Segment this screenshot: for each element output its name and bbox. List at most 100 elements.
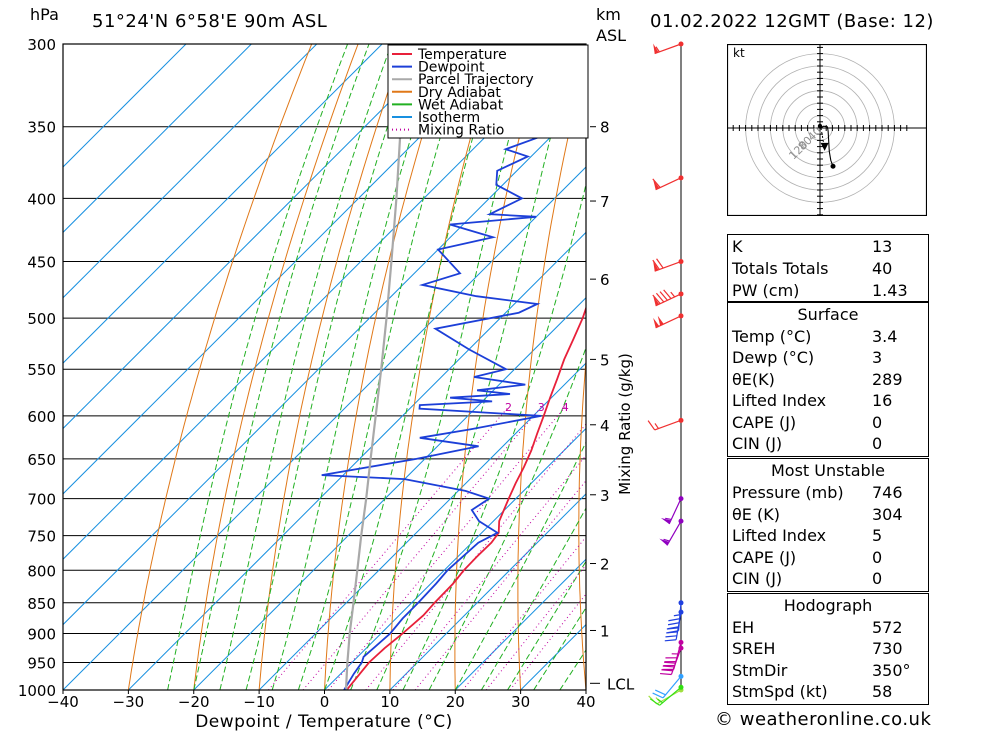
surface-row-dewp: Dewp (°C) 3 <box>732 348 883 367</box>
wind-barb <box>660 645 684 676</box>
hodograph-unit-label: kt <box>733 46 745 60</box>
wind-barb-half-feather <box>665 517 672 521</box>
wind-barb-half-feather <box>670 291 676 298</box>
surface-table: Surface Temp (°C) 3.4 Dewp (°C) 3 θE(K) 289… <box>727 302 929 457</box>
wind-barb-feather <box>647 420 656 431</box>
mu-row-thetae: θE (K) 304 <box>732 505 903 524</box>
dry-adiabat-line <box>389 44 498 690</box>
pressure-tick-label: 750 <box>27 528 56 546</box>
wind-barb-half-feather <box>663 538 670 542</box>
wind-barb-flag <box>653 295 660 306</box>
hodo-row-sreh: SREH 730 <box>732 639 903 658</box>
wind-barb-flag <box>653 179 660 190</box>
wind-barb <box>667 600 684 634</box>
dry-adiabat-line <box>324 44 452 690</box>
wind-barb-feather <box>667 626 680 630</box>
wind-barb-feather <box>652 692 664 699</box>
km-tick-label: 1 <box>600 622 610 640</box>
km-tick-label: 2 <box>600 556 610 574</box>
wind-barb-staff <box>673 642 682 670</box>
wind-barb-feather <box>665 635 677 638</box>
surface-row-cin: CIN (J) 0 <box>732 434 883 453</box>
pressure-tick-label: 400 <box>27 190 56 208</box>
isotherm-line <box>63 44 448 430</box>
wind-barb <box>652 175 684 191</box>
wet-adiabat-line <box>376 44 576 690</box>
dry-adiabat-line <box>695 44 729 690</box>
wet-adiabat-line <box>480 507 586 690</box>
mixing-ratio-label: 6 <box>597 401 604 414</box>
copyright-text[interactable]: © weatheronline.co.uk <box>715 709 932 730</box>
km-tick-label: 4 <box>600 417 610 435</box>
wind-barb-feather <box>654 689 666 696</box>
wet-adiabat-line <box>193 44 370 690</box>
dry-adiabat-line <box>193 44 359 690</box>
wet-adiabat-line <box>167 44 349 690</box>
mixing-ratio-line <box>328 406 566 690</box>
pressure-tick-label: 1000 <box>18 682 56 700</box>
mixing-ratio-label: 10 <box>640 401 654 414</box>
surface-title: Surface <box>797 305 859 324</box>
wind-barb <box>647 417 684 431</box>
index-row-pw: PW (cm) 1.43 <box>732 281 908 300</box>
x-tick-label: −40 <box>47 693 79 711</box>
wind-barb-flag <box>653 261 659 272</box>
pressure-tick-label: 600 <box>27 408 56 426</box>
hodograph-end-dot <box>830 163 836 169</box>
mu-row-cin: CIN (J) 0 <box>732 569 883 588</box>
legend-label: Mixing Ratio <box>418 123 504 139</box>
mixing-ratio-label: 4 <box>562 401 569 414</box>
wind-barb-feather <box>662 665 675 668</box>
isotherm-line <box>258 362 586 690</box>
plot-frame <box>62 43 587 691</box>
wet-adiabat-line <box>454 441 586 690</box>
wind-barb-staff <box>655 315 682 329</box>
surface-row-cape: CAPE (J) 0 <box>732 413 883 432</box>
pressure-tick-label: 650 <box>27 451 56 469</box>
pressure-tick-label: 800 <box>27 562 56 580</box>
hodo-row-stmdir: StmDir 350° <box>732 661 911 680</box>
wind-barb-staff <box>655 177 682 191</box>
isotherm-line <box>63 44 514 495</box>
pressure-tick-label: 550 <box>27 361 56 379</box>
surface-row-thetae: θE(K) 289 <box>732 370 903 389</box>
wind-barb <box>653 313 684 329</box>
wind-barb-flag <box>657 315 664 326</box>
wind-barb-staff <box>662 676 682 699</box>
x-tick-label: 30 <box>511 693 530 711</box>
isotherm-line <box>63 44 318 299</box>
pressure-tick-label: 950 <box>27 654 56 672</box>
wind-barb-feather <box>664 661 676 664</box>
isotherm-line <box>389 493 586 690</box>
wet-adiabat-line <box>297 44 470 690</box>
mu-row-li: Lifted Index 5 <box>732 526 883 545</box>
hodograph-start-dot <box>817 123 823 129</box>
wind-barb <box>659 518 684 546</box>
wet-adiabat-line <box>219 44 392 690</box>
km-tick-label: 7 <box>600 193 610 211</box>
axes: 3003504004505005506006507007508008509009… <box>18 36 635 732</box>
x-tick-label: −30 <box>113 693 145 711</box>
mu-row-pressure: Pressure (mb) 746 <box>732 483 903 502</box>
wind-barb-flag <box>653 43 659 54</box>
hodo-row-eh: EH 572 <box>732 618 903 637</box>
isotherm-line <box>63 44 187 168</box>
temperature-line <box>346 305 586 690</box>
wind-barb-flag <box>660 517 671 525</box>
pressure-tick-label: 900 <box>27 625 56 643</box>
wet-adiabat-line <box>402 182 586 690</box>
wind-barb <box>649 684 684 706</box>
pressure-tick-label: 300 <box>27 36 56 54</box>
wind-barb <box>660 496 684 525</box>
wet-adiabat-line <box>428 346 586 690</box>
wind-barb-staff <box>666 520 682 546</box>
wind-barb-staff <box>654 260 682 272</box>
wind-barb <box>652 673 684 699</box>
pressure-tick-label: 500 <box>27 310 56 328</box>
dry-adiabat-line <box>517 57 586 690</box>
mixing-ratio-label: 16 <box>684 401 698 414</box>
legend-label: Parcel Trajectory <box>418 72 534 88</box>
index-row-totals: Totals Totals 40 <box>732 259 893 278</box>
